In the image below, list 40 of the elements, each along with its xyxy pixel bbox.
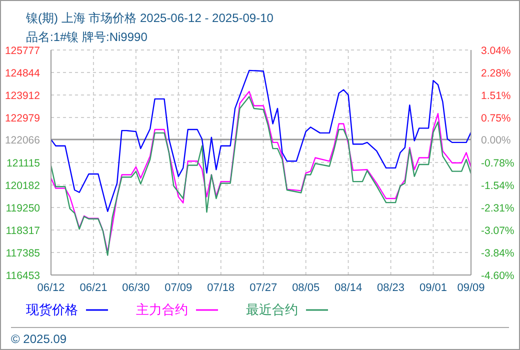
x-tick-label: 09/09 [457,282,485,294]
y-tick-label: 121115 [6,158,40,170]
y-tick-label: 122979 [4,112,40,125]
y-tick-label: 117385 [6,248,40,260]
line-series [51,70,471,212]
y2-tick-label: 3.04% [481,45,511,57]
x-tick-label: 09/01 [419,282,448,294]
y2-tick-label: 2.28% [481,67,511,80]
legend-label: 最近合约 [246,301,298,319]
x-tick-label: 08/05 [292,282,320,294]
y-tick-label: 122066 [4,134,40,147]
y-tick-label: 120182 [4,180,40,192]
y2-tick-label: -0.78% [481,158,514,170]
x-tick-label: 07/27 [250,282,278,294]
y2-tick-label: 1.51% [481,90,511,102]
x-tick-label: 08/14 [334,282,362,294]
y-tick-label: 119250 [6,202,40,215]
y2-tick-label: -1.54% [481,180,514,192]
y2-tick-label: -3.84% [481,248,514,260]
y-tick-label: 125777 [4,45,40,57]
y2-tick-label: 0.75% [481,112,511,124]
x-tick-label: 07/09 [164,282,192,294]
y-tick-label: 116453 [6,270,40,282]
y-tick-label: 123912 [4,90,40,102]
x-tick-label: 08/23 [377,282,405,294]
legend-label: 主力合约 [136,301,188,319]
x-tick-label: 06/30 [122,282,150,294]
y-tick-label: 124844 [4,68,40,80]
y-tick-label: 118317 [6,225,40,238]
x-tick-label: 06/12 [37,282,65,294]
x-tick-label: 07/18 [207,282,235,294]
text: © 2025.09 [11,332,67,346]
chart-title: 镍(期) 上海 市场价格 2025-06-12 - 2025-09-10 [26,10,274,27]
y2-tick-label: -2.31% [481,202,514,215]
chart-subtitle: 品名:1#镍 牌号:Ni9990 [26,29,148,46]
y2-tick-label: -4.60% [481,270,514,282]
x-tick-label: 06/21 [80,282,108,294]
y2-tick-label: -3.07% [481,224,514,237]
y2-tick-label: 0.00% [481,134,511,147]
legend-label: 现货价格 [26,301,78,319]
